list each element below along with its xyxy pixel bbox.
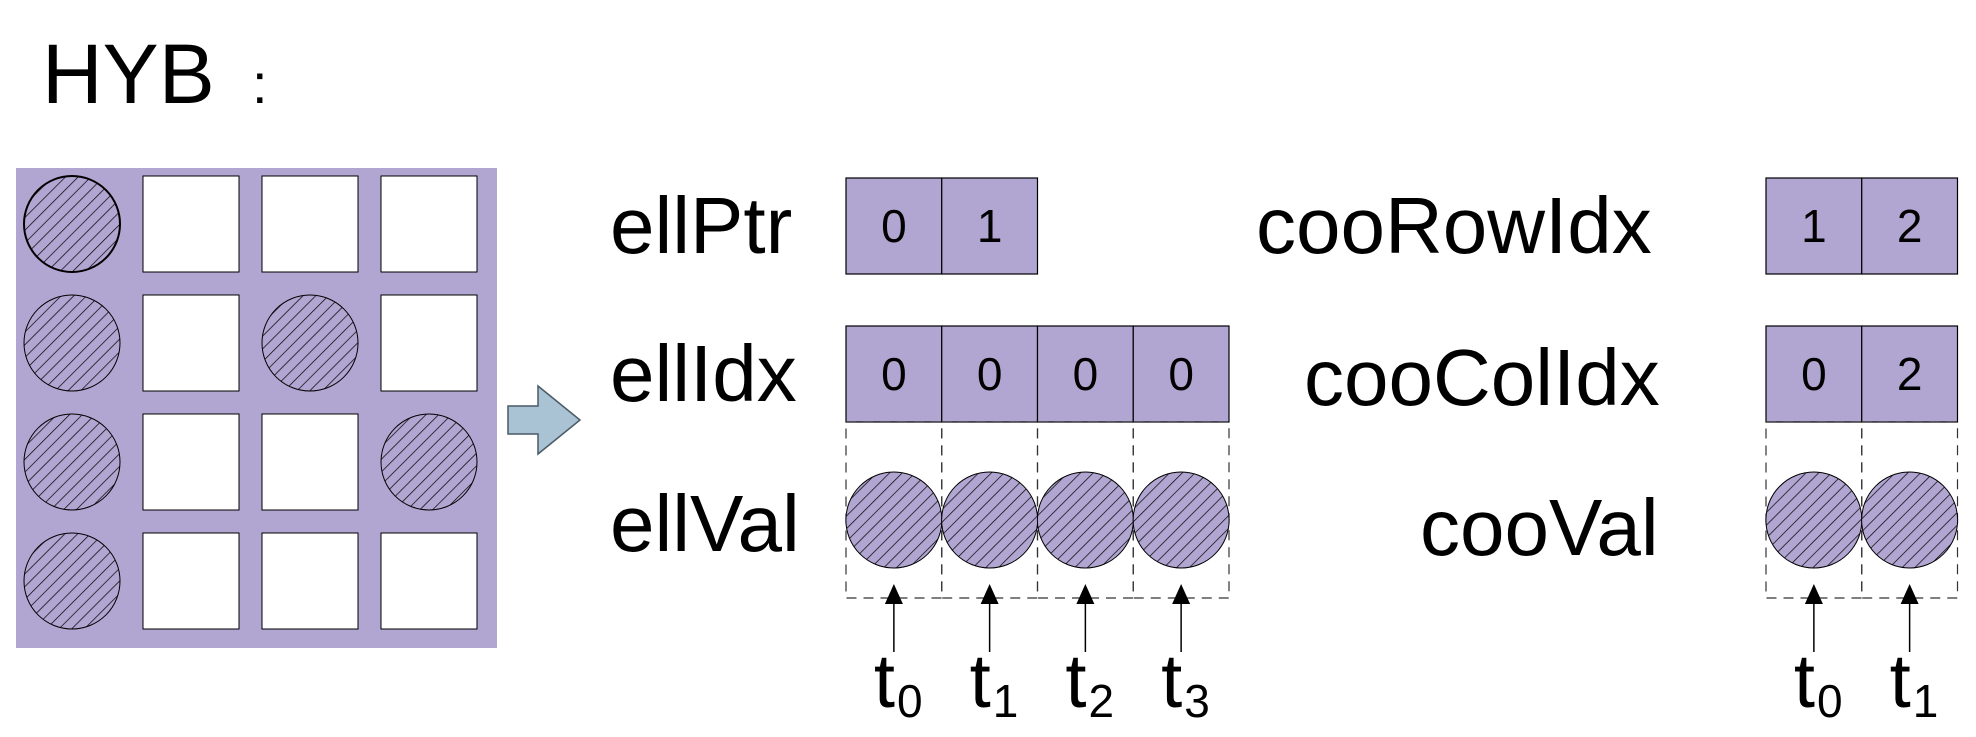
coorowidx-cell xyxy=(1861,177,1959,275)
thread-label: t3 xyxy=(1161,639,1210,727)
ellidx-value: 0 xyxy=(881,348,907,400)
matrix-nonzero-icon xyxy=(23,532,121,630)
matrix-zero-cell xyxy=(142,175,240,273)
thread-label: t1 xyxy=(970,639,1019,727)
thread-arrow-icon xyxy=(1900,584,1919,604)
coorowidx-label: cooRowIdx xyxy=(1256,181,1652,270)
ellidx-cell xyxy=(845,325,943,423)
ellidx-cell xyxy=(941,325,1039,423)
cooval-label: cooVal xyxy=(1420,483,1659,572)
matrix-nonzero-icon xyxy=(380,413,478,511)
ellptr-value: 1 xyxy=(977,200,1003,252)
ell-thread-markers: t0 t1 t2 t3 xyxy=(874,584,1210,727)
ellidx-value: 0 xyxy=(977,348,1003,400)
coo-thread-markers: t0 t1 xyxy=(1794,584,1938,727)
ellval-nonzero-icon xyxy=(1132,471,1230,569)
title-colon: : xyxy=(252,52,268,115)
coocolidx-value: 0 xyxy=(1801,348,1827,400)
ellptr-cell xyxy=(845,177,943,275)
ellidx-cell xyxy=(1132,325,1230,423)
matrix-zero-cell xyxy=(380,294,478,392)
thread-label: t1 xyxy=(1890,639,1939,727)
ellidx-array: 0 0 0 0 xyxy=(845,325,1230,423)
matrix-nonzero-icon xyxy=(23,413,121,511)
thread-label: t0 xyxy=(874,639,923,727)
cooval-nonzero-icon xyxy=(1765,471,1863,569)
matrix-zero-cell xyxy=(142,413,240,511)
thread-arrow-icon xyxy=(1804,584,1823,604)
matrix-zero-cell xyxy=(261,532,359,630)
matrix-zero-cell xyxy=(142,532,240,630)
coocolidx-cell xyxy=(1765,325,1863,423)
ellidx-value: 0 xyxy=(1168,348,1194,400)
thread-arrow-icon xyxy=(884,584,903,604)
sparse-matrix-cells xyxy=(23,175,478,630)
matrix-nonzero-icon xyxy=(23,175,121,273)
matrix-zero-cell xyxy=(261,175,359,273)
ellval-label: ellVal xyxy=(610,479,800,568)
matrix-zero-cell xyxy=(380,532,478,630)
ellval-nonzero-icon xyxy=(1036,471,1134,569)
coocolidx-label: cooColIdx xyxy=(1304,333,1660,422)
ellidx-cell xyxy=(1036,325,1134,423)
matrix-nonzero-icon xyxy=(23,294,121,392)
matrix-nonzero-icon xyxy=(261,294,359,392)
thread-arrow-icon xyxy=(1076,584,1095,604)
cooval-array xyxy=(1765,421,1959,599)
coocolidx-cell xyxy=(1861,325,1959,423)
coorowidx-value: 2 xyxy=(1897,200,1923,252)
matrix-zero-cell xyxy=(380,175,478,273)
ellval-nonzero-icon xyxy=(941,471,1039,569)
matrix-zero-cell xyxy=(261,413,359,511)
thread-label: t0 xyxy=(1794,639,1843,727)
coorowidx-value: 1 xyxy=(1801,200,1827,252)
ellval-nonzero-icon xyxy=(845,471,943,569)
ellptr-value: 0 xyxy=(881,200,907,252)
thread-label: t2 xyxy=(1065,639,1114,727)
cooval-nonzero-icon xyxy=(1861,471,1959,569)
ellptr-cell xyxy=(941,177,1039,275)
coorowidx-cell xyxy=(1765,177,1863,275)
ellptr-label: ellPtr xyxy=(610,181,792,270)
matrix-zero-cell xyxy=(142,294,240,392)
ellval-array xyxy=(845,421,1230,599)
ellidx-value: 0 xyxy=(1073,348,1099,400)
coocolidx-value: 2 xyxy=(1897,348,1923,400)
thread-arrow-icon xyxy=(1172,584,1191,604)
diagram-title: HYB xyxy=(42,27,215,121)
conversion-arrow-icon xyxy=(507,384,582,456)
thread-arrow-icon xyxy=(980,584,999,604)
ellidx-label: ellIdx xyxy=(610,329,797,418)
